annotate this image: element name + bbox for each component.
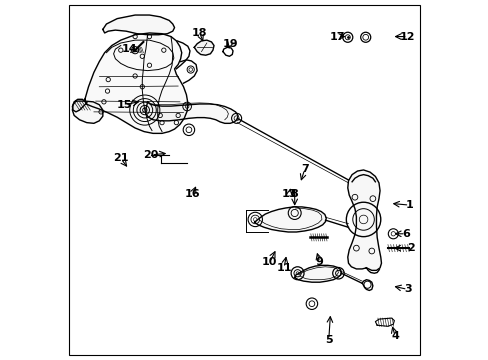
Text: 15: 15: [117, 100, 132, 110]
Polygon shape: [294, 265, 341, 282]
Polygon shape: [72, 101, 102, 123]
Text: 16: 16: [184, 189, 200, 199]
Text: 7: 7: [300, 164, 308, 174]
Text: 14: 14: [122, 44, 137, 54]
Polygon shape: [194, 40, 214, 55]
Text: 11: 11: [276, 263, 291, 273]
Polygon shape: [85, 33, 187, 134]
Text: 3: 3: [403, 284, 410, 294]
Text: 12: 12: [399, 32, 415, 41]
Text: 19: 19: [222, 39, 238, 49]
Text: 6: 6: [401, 229, 409, 239]
Polygon shape: [145, 102, 238, 123]
Text: 9: 9: [315, 257, 323, 267]
Polygon shape: [254, 207, 325, 232]
Text: 10: 10: [262, 257, 277, 267]
Text: 8: 8: [290, 189, 298, 199]
Polygon shape: [347, 170, 381, 270]
Polygon shape: [375, 318, 394, 326]
Text: 1: 1: [405, 200, 412, 210]
Text: 5: 5: [325, 334, 332, 345]
Text: 20: 20: [143, 150, 159, 160]
Text: 13: 13: [281, 189, 296, 199]
Text: 21: 21: [113, 153, 128, 163]
Text: 4: 4: [390, 331, 398, 341]
Text: 18: 18: [191, 28, 207, 38]
Polygon shape: [72, 99, 86, 112]
Polygon shape: [102, 15, 174, 35]
Text: 2: 2: [407, 243, 414, 253]
Text: 17: 17: [329, 32, 345, 41]
